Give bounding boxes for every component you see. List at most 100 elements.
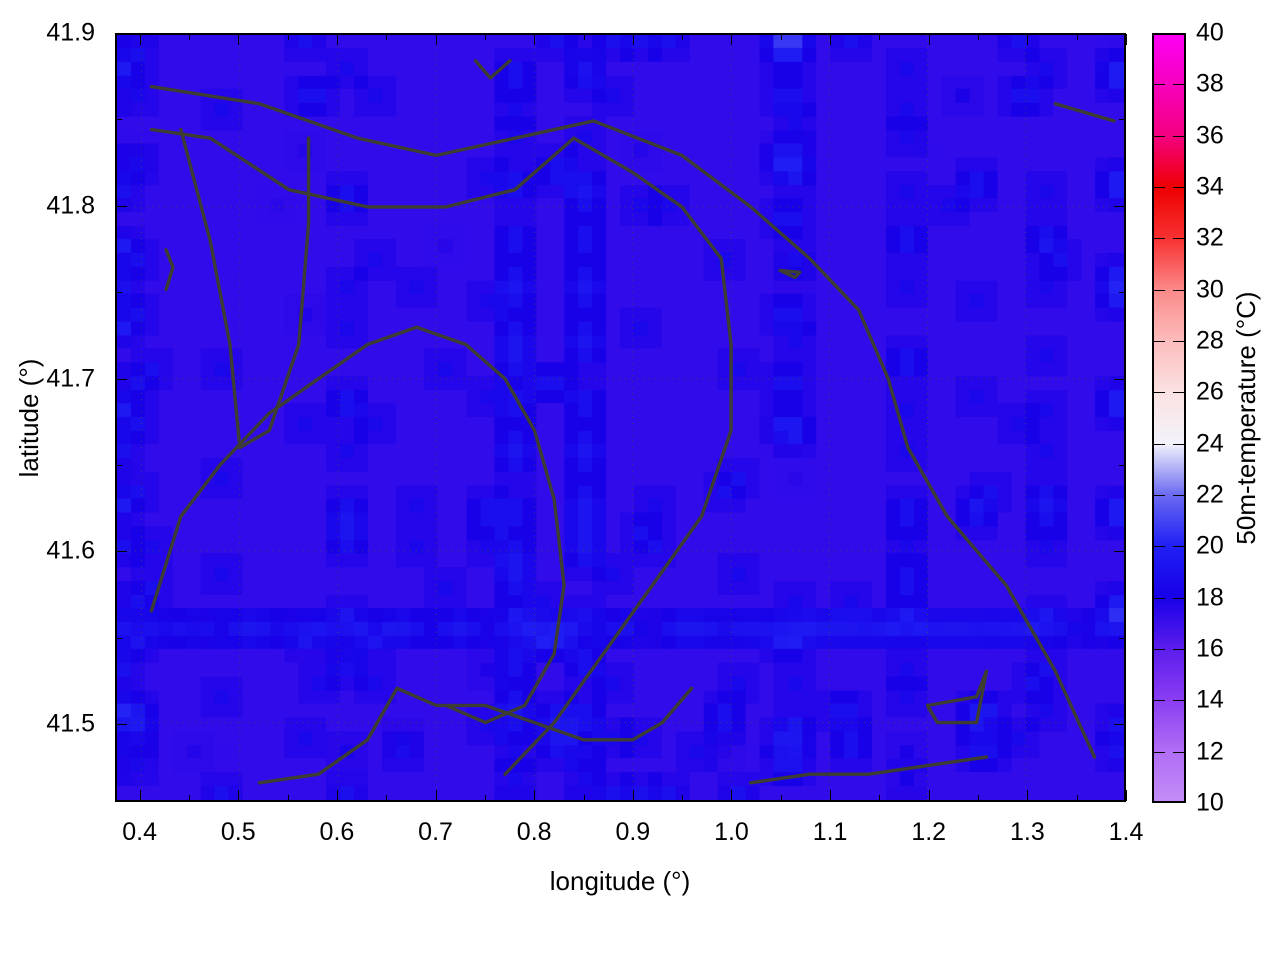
y-axis-title: latitude (°) <box>14 358 44 478</box>
y-tick-minor <box>116 292 122 294</box>
colorbar-tick <box>1173 135 1186 137</box>
x-tick-major <box>928 790 930 801</box>
x-tick-label: 1.4 <box>1108 818 1144 846</box>
boundary-tick-mark-north <box>473 59 512 80</box>
x-tick-major-top <box>1027 34 1029 45</box>
x-tick-major-top <box>435 34 437 45</box>
x-tick-minor-top <box>583 34 585 40</box>
colorbar-tick <box>1152 751 1165 753</box>
x-tick-major <box>534 790 536 801</box>
x-tick-label: 0.4 <box>122 818 158 846</box>
x-tick-minor-top <box>188 34 190 40</box>
x-tick-minor <box>682 795 684 801</box>
y-tick-label: 41.9 <box>46 18 95 47</box>
colorbar-tick-label: 26 <box>1196 377 1224 406</box>
colorbar-tick <box>1173 238 1186 240</box>
x-tick-label: 1.1 <box>812 818 848 846</box>
x-tick-minor-top <box>386 34 388 40</box>
colorbar-tick-label: 30 <box>1196 275 1224 304</box>
x-tick-minor-top <box>780 34 782 40</box>
x-tick-label: 1.0 <box>714 818 749 846</box>
y-tick-minor <box>116 465 122 467</box>
x-tick-label: 1.2 <box>911 818 947 846</box>
heatmap-plot-area <box>115 33 1126 802</box>
x-tick-major-top <box>534 34 536 45</box>
boundary-southern-coast <box>257 686 694 785</box>
x-tick-major-top <box>238 34 240 45</box>
boundary-contour-lines <box>149 59 1116 785</box>
y-tick-major <box>116 378 127 380</box>
y-tick-label: 41.6 <box>46 536 95 565</box>
colorbar-gradient <box>1154 35 1184 801</box>
colorbar-tick <box>1173 597 1186 599</box>
colorbar-tick <box>1152 392 1165 394</box>
colorbar-tick <box>1173 649 1186 650</box>
y-tick-minor-right <box>1119 465 1125 467</box>
x-tick-minor-top <box>682 34 684 40</box>
colorbar-tick-label: 36 <box>1196 121 1224 150</box>
y-tick-major <box>116 551 127 553</box>
x-tick-major <box>435 790 437 801</box>
colorbar-tick-label: 18 <box>1196 583 1224 612</box>
y-tick-minor <box>116 637 122 639</box>
x-tick-minor-top <box>978 34 980 40</box>
colorbar-tick <box>1173 392 1186 394</box>
x-tick-major-top <box>632 34 634 45</box>
colorbar-tick <box>1173 443 1186 445</box>
colorbar-tick-label: 20 <box>1196 531 1224 560</box>
colorbar-tick-label: 40 <box>1196 18 1224 47</box>
colorbar-tick <box>1152 495 1165 496</box>
y-tick-minor-right <box>1119 637 1125 639</box>
boundary-small-enclave-east <box>925 669 989 725</box>
x-tick-major <box>1126 790 1127 801</box>
colorbar-tick-label: 16 <box>1196 634 1224 663</box>
colorbar-tick <box>1152 597 1165 599</box>
x-tick-major-top <box>139 34 141 45</box>
temperature-heatmap <box>117 35 1124 800</box>
y-tick-label: 41.8 <box>46 191 95 220</box>
colorbar-tick <box>1152 700 1165 702</box>
x-tick-label: 0.8 <box>516 818 552 846</box>
colorbar-tick-label: 12 <box>1196 737 1224 766</box>
colorbar-tick <box>1152 546 1165 548</box>
y-tick-label: 41.7 <box>46 364 95 393</box>
x-tick-minor-top <box>484 34 486 40</box>
colorbar-tick <box>1173 289 1186 291</box>
x-tick-minor <box>1076 795 1078 801</box>
colorbar-tick-label: 14 <box>1196 685 1224 714</box>
x-tick-label: 0.9 <box>615 818 651 846</box>
x-tick-minor <box>287 795 289 801</box>
x-tick-major <box>731 790 733 801</box>
x-tick-minor <box>978 795 980 801</box>
x-tick-major-top <box>731 34 733 45</box>
colorbar-tick-label: 28 <box>1196 326 1224 355</box>
x-axis-title: longitude (°) <box>549 866 691 896</box>
x-tick-major-top <box>1126 34 1127 45</box>
colorbar-tick <box>1173 341 1186 342</box>
colorbar-tick <box>1173 751 1186 753</box>
colorbar-tick <box>1152 135 1165 137</box>
colorbar-tick <box>1173 546 1186 548</box>
y-tick-major <box>116 724 127 726</box>
x-tick-major <box>238 790 240 801</box>
y-tick-label: 41.5 <box>46 709 95 738</box>
x-tick-minor-top <box>879 34 881 40</box>
y-tick-major-right <box>1114 551 1125 553</box>
boundary-south-segment <box>748 755 989 785</box>
colorbar-tick <box>1152 187 1165 188</box>
colorbar-tick <box>1173 84 1186 86</box>
x-tick-minor-top <box>287 34 289 40</box>
y-tick-major-right <box>1114 724 1125 726</box>
colorbar-tick <box>1152 443 1165 445</box>
colorbar-title: 50m-temperature (°C) <box>1231 291 1261 545</box>
colorbar-tick <box>1152 649 1165 650</box>
colorbar-tick-label: 32 <box>1196 223 1224 252</box>
x-tick-major <box>1027 790 1029 801</box>
x-tick-label: 0.7 <box>418 818 453 846</box>
colorbar-tick-label: 24 <box>1196 429 1224 458</box>
boundary-dot-central <box>778 268 802 280</box>
colorbar-tick <box>1152 238 1165 240</box>
x-tick-major <box>632 790 634 801</box>
x-tick-minor <box>879 795 881 801</box>
